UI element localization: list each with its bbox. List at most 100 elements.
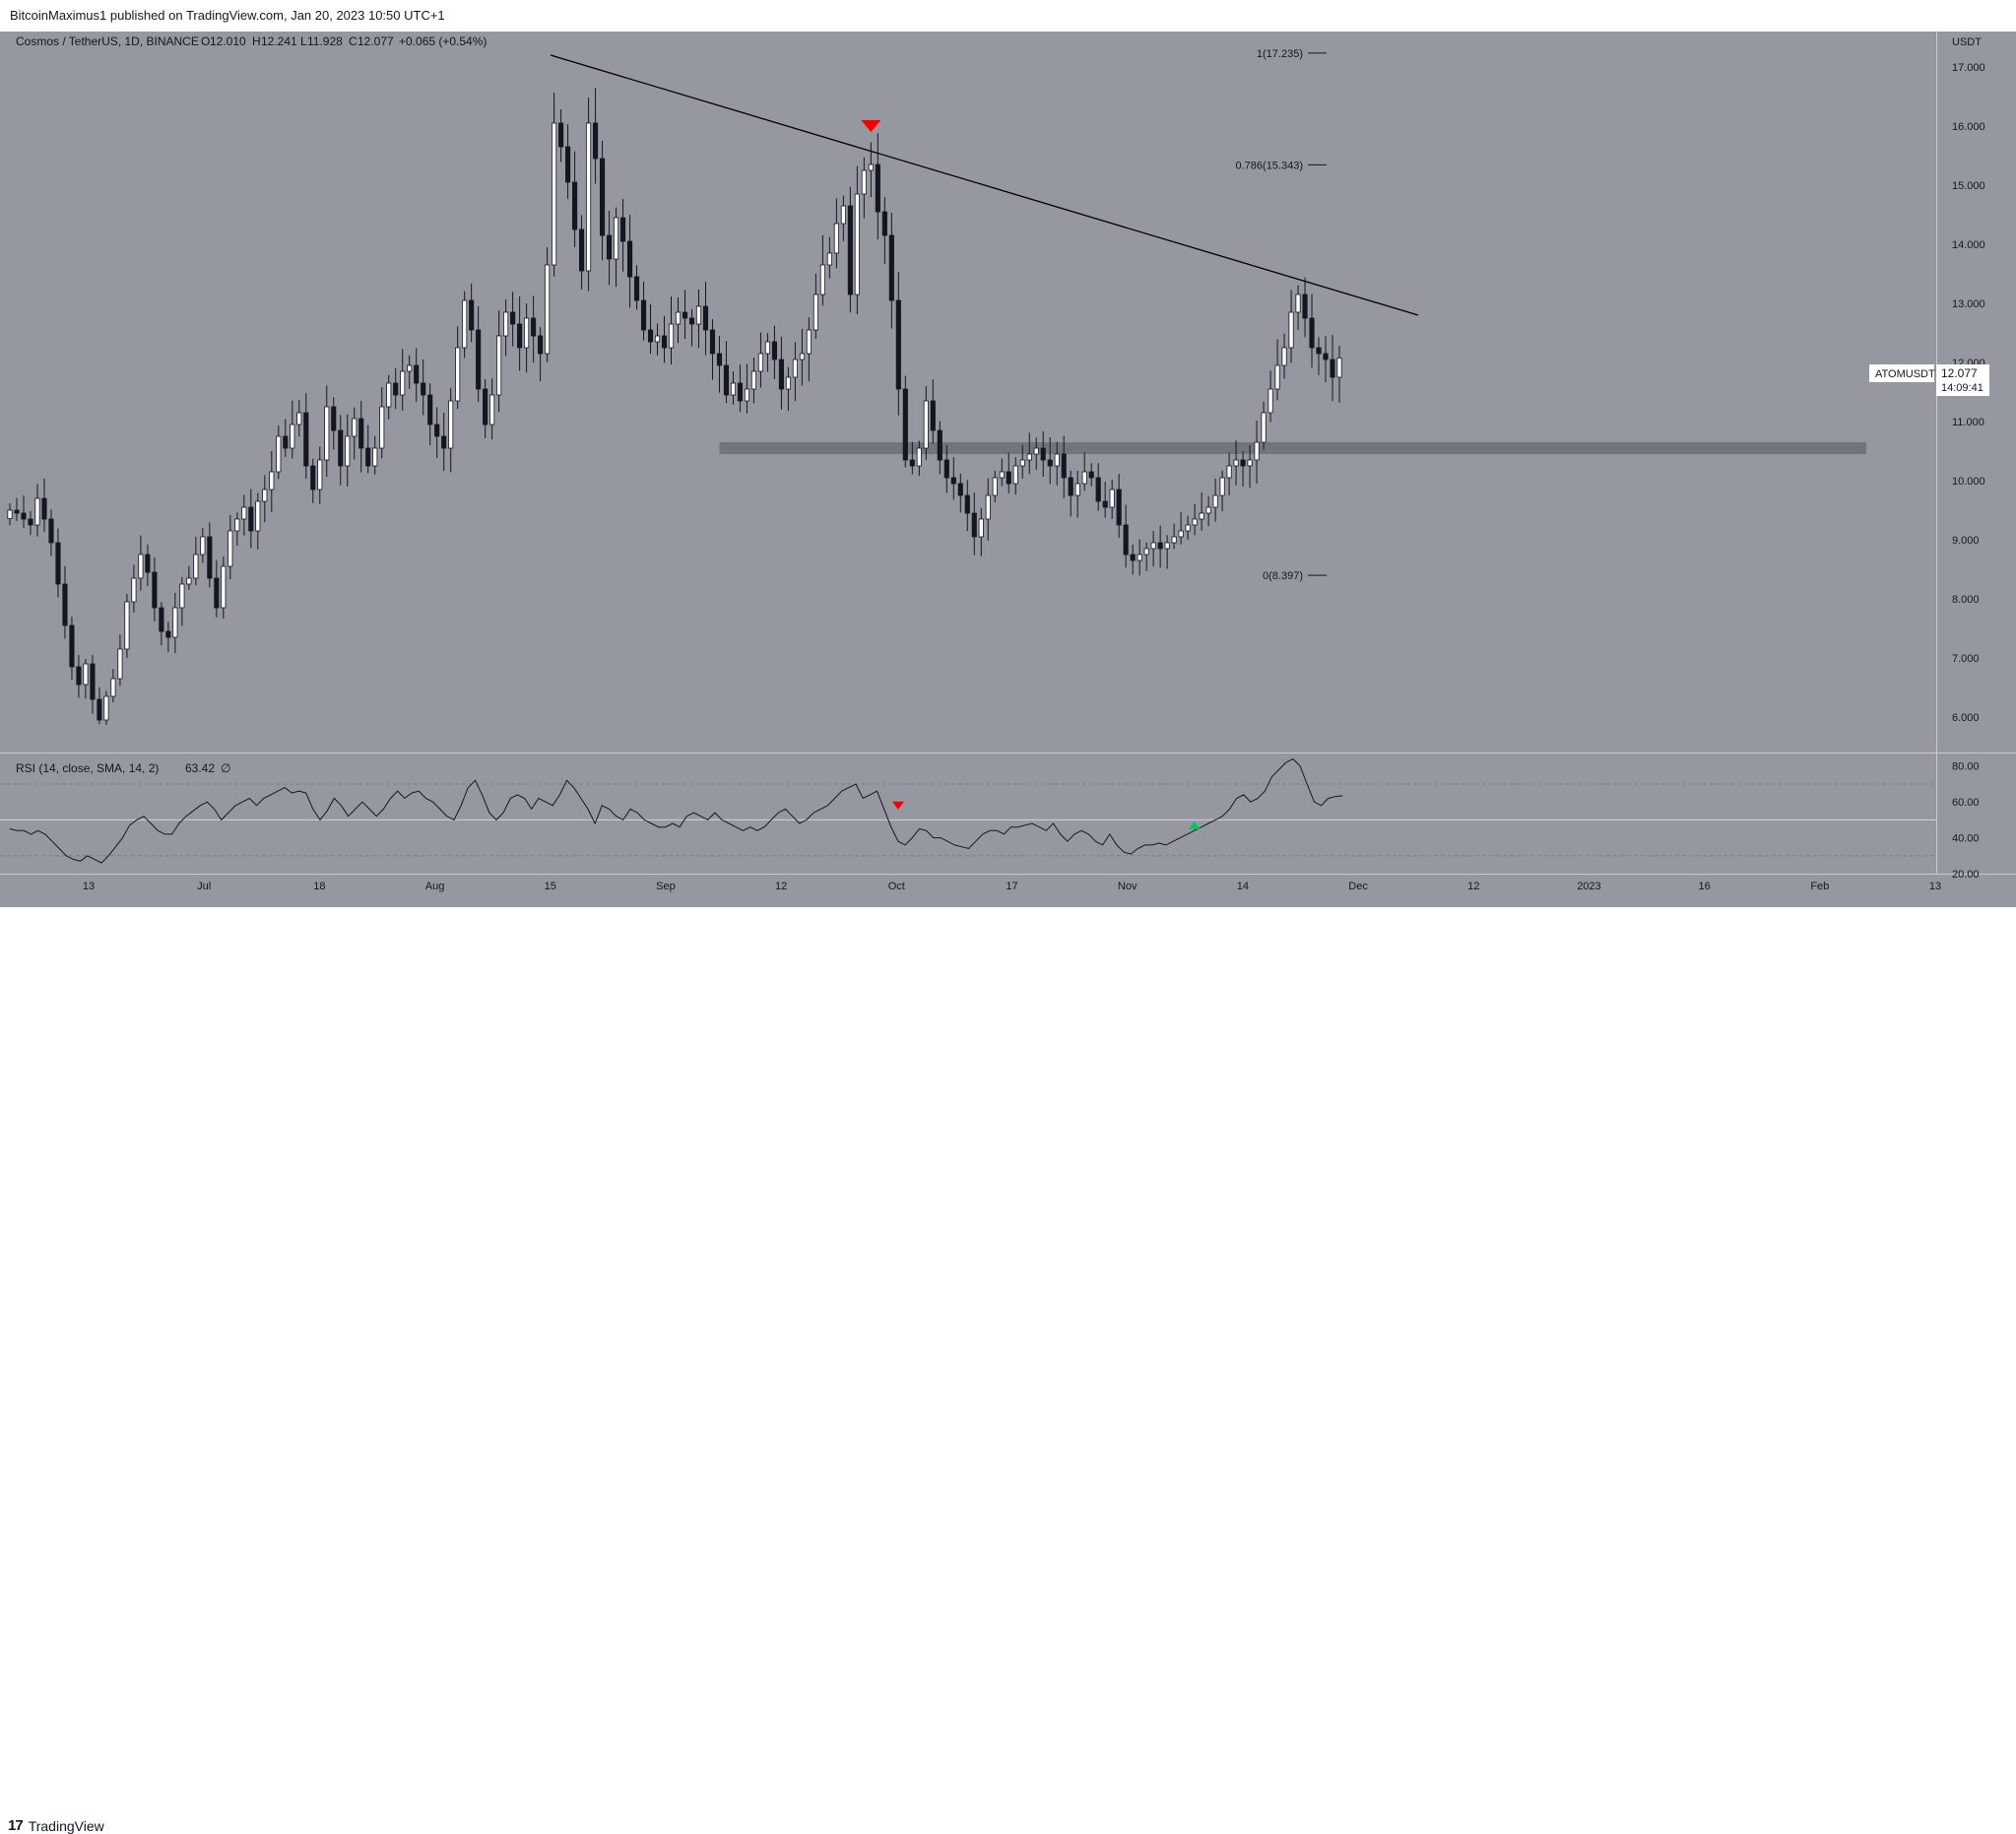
candle-body <box>145 554 151 573</box>
candle-up <box>186 565 192 590</box>
support-zone <box>719 442 1866 454</box>
candle-down <box>957 473 963 513</box>
rsi-title[interactable]: RSI (14, close, SMA, 14, 2) <box>16 761 159 775</box>
candle-down <box>145 544 151 586</box>
candle-body <box>861 169 867 195</box>
candle-up <box>1137 539 1142 576</box>
candle-body <box>234 518 240 532</box>
candle-body <box>1185 524 1191 532</box>
symbol-price-badge[interactable]: ATOMUSDT 12.077 14:09:41 <box>1869 364 1989 396</box>
candle-body <box>524 317 530 349</box>
candle-up <box>7 503 13 526</box>
time-tick-label: Dec <box>1348 881 1368 892</box>
candle-down <box>152 557 158 622</box>
candle-up <box>1143 542 1149 571</box>
candle-body <box>640 299 647 331</box>
publish-info: BitcoinMaximus1 published on TradingView… <box>10 8 445 23</box>
candle-body <box>895 299 901 390</box>
candle-body <box>538 335 544 355</box>
candle-body <box>654 335 661 343</box>
candle-body <box>1047 459 1053 467</box>
candle-body <box>723 364 730 396</box>
candle-up <box>379 387 385 459</box>
candle-down <box>778 336 784 410</box>
candle-up <box>840 195 846 241</box>
candle-body <box>214 577 220 609</box>
price-badge-value: 12.077 <box>1941 366 1978 380</box>
candle-body <box>950 477 956 485</box>
rsi-axis[interactable] <box>1936 753 2016 874</box>
candle-body <box>572 181 578 230</box>
tradingview-logo[interactable]: 17 TradingView <box>8 1817 104 1834</box>
candle-body <box>1088 471 1094 479</box>
rsi-pane[interactable] <box>0 753 1936 874</box>
candle-body <box>1116 489 1122 526</box>
candle-body <box>483 388 488 426</box>
candle-up <box>1199 492 1204 531</box>
candle-down <box>331 397 337 450</box>
time-axis[interactable] <box>0 874 2016 907</box>
candle-up <box>1178 512 1184 545</box>
rsi-up-marker <box>1188 820 1201 829</box>
candle-body <box>28 518 33 526</box>
price-badge-countdown: 14:09:41 <box>1941 382 1983 394</box>
candle-body <box>207 536 213 579</box>
candle-body <box>228 530 233 567</box>
candle-body <box>1261 412 1267 443</box>
candle-body <box>62 583 68 626</box>
candle-up <box>179 576 185 626</box>
candle-down <box>723 341 730 404</box>
candle-up <box>545 246 551 362</box>
candle-down <box>90 654 96 714</box>
price-badge-box <box>1936 364 1989 396</box>
candle-body <box>290 424 295 449</box>
price-tick-label: 6.000 <box>1952 712 1980 724</box>
ohlc-h-label: H <box>252 34 261 48</box>
candle-up <box>489 378 495 440</box>
rsi-tick-label: 40.00 <box>1952 833 1980 845</box>
candle-body <box>1074 483 1080 496</box>
candle-body <box>138 554 144 579</box>
candle-down <box>1302 277 1308 338</box>
candle-down <box>888 213 894 329</box>
time-tick-label: 13 <box>1929 881 1941 892</box>
symbol-title[interactable]: Cosmos / TetherUS, 1D, BINANCE <box>16 34 199 48</box>
rsi-layer <box>0 757 1936 864</box>
candle-body <box>303 412 309 467</box>
candle-body <box>916 447 922 467</box>
candle-body <box>702 305 709 331</box>
candle-body <box>1040 447 1046 461</box>
candle-down <box>55 528 61 598</box>
candle-body <box>1288 311 1294 349</box>
candle-body <box>764 341 770 355</box>
candle-up <box>172 592 178 654</box>
candle-up <box>1185 515 1191 541</box>
price-tick-label: 16.000 <box>1952 121 1985 133</box>
candle-up <box>985 478 991 541</box>
time-tick-label: 17 <box>1006 881 1017 892</box>
candle-down <box>97 687 102 725</box>
candle-up <box>1233 440 1239 486</box>
candle-up <box>1281 333 1287 379</box>
candle-body <box>585 122 592 272</box>
candle-down <box>338 415 344 486</box>
candle-body <box>69 624 75 668</box>
candle-body <box>434 424 440 437</box>
candle-down <box>702 282 709 356</box>
rsi-extra[interactable]: ∅ <box>221 761 230 775</box>
candle-body <box>517 323 523 349</box>
candle-down <box>909 441 915 475</box>
candle-body <box>1330 359 1335 378</box>
candle-up <box>785 366 791 412</box>
price-chart[interactable]: Cosmos / TetherUS, 1D, BINANCE O 12.010 … <box>0 0 2016 907</box>
candle-body <box>345 435 351 467</box>
candle-up <box>400 349 406 411</box>
candle-down <box>76 654 82 698</box>
candle-body <box>48 518 54 544</box>
candle-body <box>1268 388 1273 414</box>
candle-up <box>262 475 268 523</box>
candle-body <box>599 158 606 236</box>
candle-up <box>1212 478 1218 522</box>
candle-down <box>895 272 901 416</box>
price-pane[interactable] <box>0 32 1936 753</box>
